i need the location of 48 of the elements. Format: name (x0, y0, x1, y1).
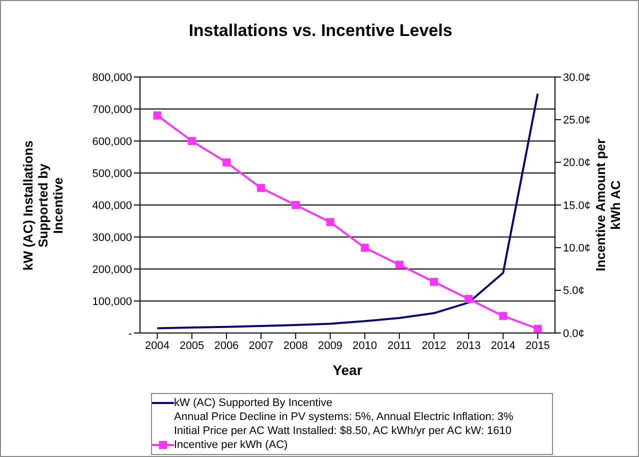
point (292, 201, 300, 209)
x-tick-label: 2005 (180, 340, 204, 352)
y2-tick-label: 20.0¢ (563, 157, 591, 170)
y2-tick-label: 30.0¢ (563, 72, 591, 84)
x-tick-label: 2008 (283, 340, 308, 352)
point (153, 111, 162, 120)
point (430, 278, 438, 286)
y2-tick-label: 10.0¢ (563, 242, 591, 255)
point (464, 294, 473, 303)
x-tick-label: 2013 (456, 340, 481, 352)
text: Initial Price per AC Watt Installed: $8.50, AC kWh/yr per AC kW: 1610 (173, 424, 512, 438)
x-axis-title: Year (332, 362, 363, 378)
y2-tick-label: 25.0¢ (563, 114, 591, 127)
point (534, 324, 542, 333)
y-tick-label: 200,000 (92, 264, 132, 276)
y-tick-label: - (128, 328, 132, 340)
point (326, 218, 334, 226)
text: Annual Price Decline in PV systems: 5%, Annual Electric Inflation: 3% (173, 410, 514, 424)
y-tick-label: 300,000 (92, 232, 132, 244)
y2-axis-title: Incentive Amount per kWh AC (593, 138, 623, 274)
x-tick-label: 2009 (318, 340, 342, 352)
chart-title: Installations vs. Incentive Levels (188, 21, 454, 41)
y2-tick-label: 0.0¢ (563, 328, 584, 340)
point (222, 158, 230, 166)
y-tick-label: 600,000 (92, 136, 132, 148)
x-tick-label: 2012 (422, 340, 446, 352)
x-tick-label: 2014 (490, 340, 516, 352)
y-tick-label: 500,000 (92, 168, 132, 180)
legend-label: Incentive per kWh (AC) (174, 438, 288, 452)
point (257, 184, 266, 192)
y-axis-title: kW (AC) Installations Supported by Incentive (20, 140, 66, 273)
y2-tick-label: 5.0¢ (563, 285, 584, 298)
y-tick-label: 400,000 (92, 200, 132, 212)
x-tick-label: 2015 (525, 340, 550, 352)
y-tick-label: 800,000 (92, 72, 132, 84)
x-tick-label: 2011 (388, 340, 412, 352)
y-tick-label: 700,000 (92, 104, 132, 116)
point (360, 244, 369, 252)
legend-label: kW (AC) Supported By Incentive (174, 396, 332, 410)
point (188, 137, 196, 145)
y-tick-label: 100,000 (92, 296, 132, 308)
x-tick-label: 2006 (214, 340, 239, 352)
x-tick-label: 2010 (352, 340, 378, 352)
x-tick-label: 2004 (145, 340, 170, 352)
point (395, 260, 404, 269)
point (499, 312, 508, 320)
x-tick-label: 2007 (248, 340, 274, 352)
y2-tick-label: 15.0¢ (563, 200, 591, 212)
